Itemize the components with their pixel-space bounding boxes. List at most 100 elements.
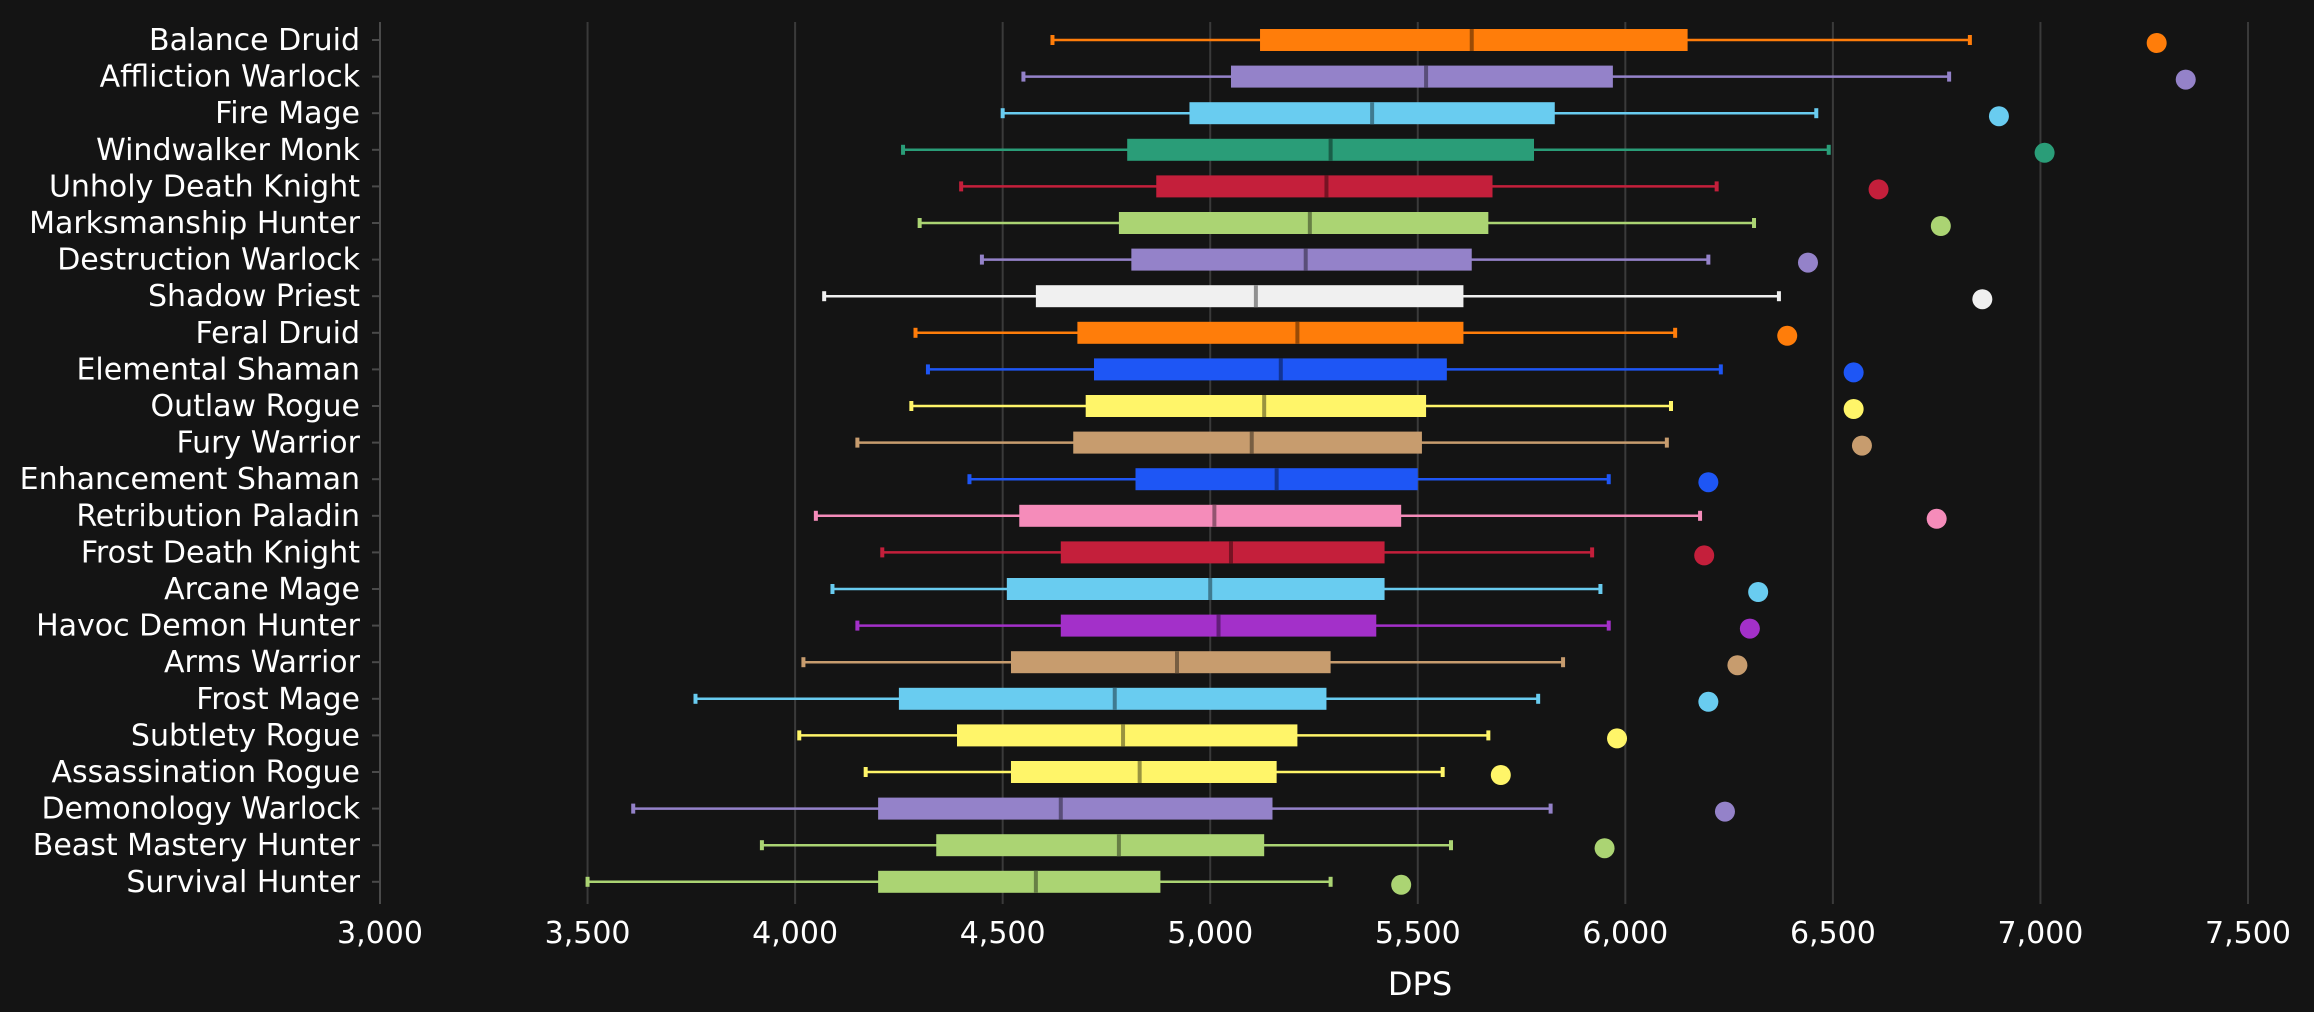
category-label: Windwalker Monk <box>96 133 361 168</box>
box-series-item <box>1000 102 2009 127</box>
x-tick-label: 4,000 <box>752 916 838 951</box>
box-series-item <box>693 687 1719 712</box>
x-tick-label: 3,000 <box>337 916 423 951</box>
axes <box>372 22 381 904</box>
x-tick-label: 4,500 <box>960 916 1046 951</box>
box-series-item <box>855 431 1872 456</box>
iqr-box <box>1006 578 1385 600</box>
x-tick-label: 5,000 <box>1167 916 1253 951</box>
box-series-item <box>631 797 1735 822</box>
iqr-box <box>1230 65 1613 88</box>
x-tick-label: 5,500 <box>1375 916 1461 951</box>
category-label: Marksmanship Hunter <box>29 206 361 241</box>
box-series-item <box>917 212 1951 236</box>
category-label: Havoc Demon Hunter <box>36 609 361 644</box>
category-label: Destruction Warlock <box>57 243 360 278</box>
box-series-item <box>830 578 1769 602</box>
outlier-point <box>1748 582 1769 602</box>
outlier-point <box>2175 69 2196 90</box>
box-series-item <box>880 541 1715 566</box>
iqr-box <box>1035 285 1464 308</box>
iqr-box <box>898 687 1327 710</box>
box-series-item <box>759 834 1615 859</box>
grid-lines <box>586 22 2249 904</box>
category-label: Frost Death Knight <box>81 535 360 570</box>
category-label: Retribution Paladin <box>76 499 360 534</box>
outlier-point <box>1797 252 1818 273</box>
outlier-point <box>1727 655 1748 676</box>
box-series-item <box>1050 29 2167 53</box>
iqr-box <box>878 797 1273 820</box>
iqr-box <box>1131 248 1472 271</box>
category-label: Frost Mage <box>196 682 360 717</box>
box-series-item <box>822 285 1993 310</box>
category-label: Survival Hunter <box>126 865 360 900</box>
outlier-point <box>1851 435 1872 456</box>
outlier-point <box>1988 106 2009 127</box>
outlier-point <box>1972 289 1993 310</box>
box-series-item <box>959 175 1889 200</box>
box-series-item <box>585 870 1412 895</box>
iqr-box <box>1060 541 1385 564</box>
category-label: Feral Druid <box>196 316 361 351</box>
outlier-point <box>1694 545 1715 566</box>
category-label: Subtlety Rogue <box>131 718 360 753</box>
box-series-item <box>979 248 1818 273</box>
category-label: Balance Druid <box>149 23 360 58</box>
x-tick-label: 7,500 <box>2205 916 2291 951</box>
x-axis-title: DPS <box>1388 965 1452 1003</box>
outlier-point <box>1607 728 1628 749</box>
x-tick-label: 6,000 <box>1582 916 1668 951</box>
outlier-point <box>1926 508 1947 529</box>
outlier-point <box>1843 362 1864 383</box>
box-series-item <box>801 651 1748 676</box>
box-series-item <box>813 504 1947 529</box>
category-label: Outlaw Rogue <box>150 389 360 424</box>
iqr-box <box>1156 175 1493 198</box>
box-series-item <box>925 358 1864 383</box>
outlier-point <box>1698 691 1719 712</box>
iqr-box <box>1093 358 1447 381</box>
x-tick-label: 3,500 <box>545 916 631 951</box>
category-label: Arms Warrior <box>164 645 361 680</box>
category-label: Assassination Rogue <box>51 755 360 790</box>
box-series-item <box>1021 65 2196 90</box>
outlier-point <box>1930 216 1951 236</box>
outlier-point <box>1843 399 1864 419</box>
category-label: Enhancement Shaman <box>20 462 360 497</box>
box-series-item <box>909 395 1864 419</box>
box-series-item <box>967 468 1719 493</box>
x-tick-label: 7,000 <box>1997 916 2083 951</box>
category-label: Fury Warrior <box>176 426 360 461</box>
iqr-box <box>936 834 1265 857</box>
outlier-point <box>1698 472 1719 493</box>
iqr-box <box>957 724 1298 747</box>
category-label: Fire Mage <box>215 96 360 131</box>
outlier-point <box>1739 618 1760 639</box>
x-tick-label: 6,500 <box>1790 916 1876 951</box>
iqr-box <box>1073 431 1422 454</box>
outlier-point <box>2034 142 2055 163</box>
outlier-point <box>1391 874 1412 895</box>
box-series-item <box>797 724 1628 749</box>
outlier-point <box>1714 801 1735 822</box>
category-label: Affliction Warlock <box>100 60 361 95</box>
iqr-box <box>1118 212 1489 234</box>
iqr-box <box>1260 29 1688 51</box>
iqr-box <box>878 870 1161 893</box>
category-label: Elemental Shaman <box>76 352 360 387</box>
category-label: Unholy Death Knight <box>49 169 360 204</box>
outlier-point <box>1594 838 1615 859</box>
x-tick-labels: 3,000 3,500 4,000 4,500 5,000 5,500 6,000 6,500… <box>337 916 2291 951</box>
category-label: Beast Mastery Hunter <box>33 828 361 863</box>
box-series-item <box>901 138 2055 163</box>
iqr-box <box>1019 504 1402 527</box>
outlier-point <box>1868 179 1889 200</box>
category-label: Demonology Warlock <box>41 792 360 827</box>
iqr-box <box>1010 651 1331 674</box>
iqr-box <box>1010 761 1277 783</box>
iqr-box <box>1085 395 1427 417</box>
outlier-point <box>2146 33 2167 53</box>
